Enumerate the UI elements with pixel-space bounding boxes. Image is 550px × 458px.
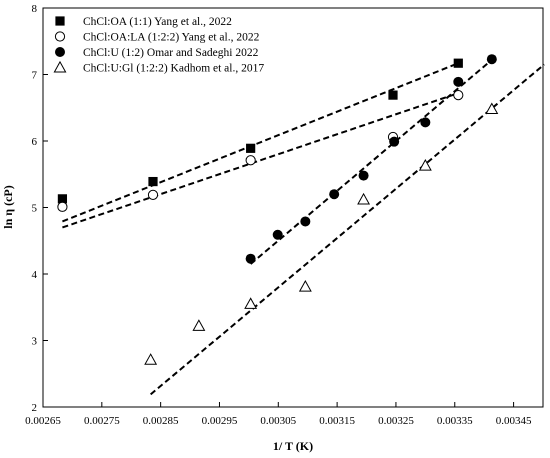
point-series-3-0 [144,353,158,365]
legend-marker-2 [55,47,65,57]
trendline-series-2 [250,59,493,265]
point-series-2-0 [245,253,256,264]
y-tick-label-5: 7 [32,70,38,82]
point-series-1-1 [147,189,159,200]
legend-label-1: ChCl:OA:LA (1:2:2) Yang et al., 2022 [83,32,260,44]
point-series-0-0 [57,194,68,204]
point-series-2-4 [358,170,369,181]
y-tick-label-0: 2 [32,402,38,414]
point-series-0-3 [388,90,398,100]
y-axis-title: ln η (cP) [1,185,15,228]
x-tick-label-1: 0.00275 [84,415,120,427]
point-series-1-4 [453,90,464,101]
x-tick-label-8: 0.00345 [496,415,532,427]
x-tick-label-2: 0.00285 [143,415,179,427]
legend-label-0: ChCl:OA (1:1) Yang et al., 2022 [83,16,232,28]
x-axis-title: 1/ T (K) [273,439,313,453]
legend-label-2: ChCl:U (1:2) Omar and Sadeghi 2022 [83,47,259,59]
legend: ChCl:OA (1:1) Yang et al., 2022 ChCl:OA:L… [53,16,264,75]
point-series-3-5 [418,158,432,171]
x-tick-label-4: 0.00305 [260,415,296,427]
point-series-3-6 [485,102,499,115]
y-tick-label-2: 4 [32,269,38,281]
legend-marker-1 [54,31,66,42]
point-series-2-5 [389,136,400,147]
point-series-3-4 [357,192,371,205]
point-series-2-8 [486,54,497,65]
trendline-series-0 [62,62,459,223]
trendlines [62,59,545,396]
y-tick-label-6: 8 [32,3,38,15]
y-axis-ticks: 2 3 4 5 6 7 8 [32,3,48,414]
point-series-2-1 [272,229,283,240]
x-tick-label-3: 0.00295 [202,415,238,427]
legend-label-3: ChCl:U:Gl (1:2:2) Kadhom et al., 2017 [83,63,264,75]
point-series-0-2 [246,143,256,153]
trendline-series-1 [62,92,459,229]
legend-marker-0 [55,16,65,26]
point-series-3-2 [244,297,258,309]
x-axis-ticks: 0.00265 0.00275 0.00285 0.00295 0.00305 0.003… [25,402,532,427]
point-series-3-1 [192,319,206,331]
point-series-2-2 [300,216,311,227]
legend-marker-3 [53,60,67,73]
point-series-0-1 [148,176,158,187]
y-tick-label-4: 6 [32,136,38,148]
x-tick-label-0: 0.00265 [25,415,61,427]
point-series-1-2 [245,155,256,166]
point-series-0-4 [453,58,463,68]
data-points [57,54,499,365]
x-tick-label-5: 0.00315 [319,415,355,427]
point-series-3-3 [298,280,312,292]
point-series-2-3 [329,189,340,200]
point-series-2-6 [420,117,431,128]
x-tick-label-7: 0.00335 [437,415,473,427]
point-series-2-7 [453,76,464,87]
trendline-series-3 [150,63,545,396]
y-tick-label-3: 5 [32,203,38,215]
x-tick-label-6: 0.00325 [378,415,414,427]
point-series-1-0 [57,201,68,212]
y-tick-label-1: 3 [32,336,38,348]
